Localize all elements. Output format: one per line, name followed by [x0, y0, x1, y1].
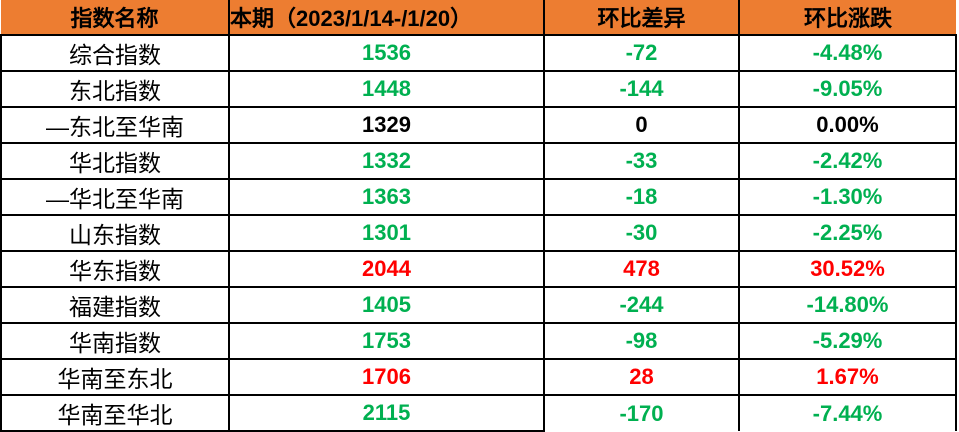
index-name-cell: 东北指数 [0, 70, 230, 108]
current-value-cell: 1301 [228, 214, 545, 252]
table-row: 华东指数 2044 478 30.52% [0, 250, 957, 288]
pct-value-cell: -2.42% [738, 142, 957, 180]
index-name-cell: 华南指数 [0, 322, 230, 360]
index-name-cell: 华南至华北 [0, 394, 230, 432]
pct-value-cell: -9.05% [738, 70, 957, 108]
table-row: 山东指数 1301 -30 -2.25% [0, 214, 957, 252]
current-value-cell: 1448 [228, 70, 545, 108]
pct-value-cell: -4.48% [738, 34, 957, 72]
diff-value-cell: -144 [543, 70, 740, 108]
index-name-cell: 华南至东北 [0, 358, 230, 396]
table-row: 华北指数 1332 -33 -2.42% [0, 142, 957, 180]
current-value-cell: 2115 [228, 394, 545, 432]
index-name-cell: 山东指数 [0, 214, 230, 252]
index-name-cell: 福建指数 [0, 286, 230, 324]
table-row: 华南指数 1753 -98 -5.29% [0, 322, 957, 360]
pct-value-cell: 0.00% [738, 106, 957, 144]
table-row: 综合指数 1536 -72 -4.48% [0, 34, 957, 72]
current-value-cell: 1706 [228, 358, 545, 396]
index-name-cell: 综合指数 [0, 34, 230, 72]
pct-value-cell: -1.30% [738, 178, 957, 216]
pct-value-cell: 30.52% [738, 250, 957, 288]
diff-value-cell: -72 [543, 34, 740, 72]
index-name-cell: 华东指数 [0, 250, 230, 288]
current-value-cell: 1332 [228, 142, 545, 180]
current-value-cell: 1753 [228, 322, 545, 360]
table-row: 华南至东北 1706 28 1.67% [0, 358, 957, 396]
index-name-cell: —东北至华南 [0, 106, 230, 144]
diff-value-cell: -18 [543, 178, 740, 216]
header-current-period: 本期（2023/1/14-/1/20） [228, 0, 545, 36]
diff-value-cell: 0 [543, 106, 740, 144]
pct-value-cell: -5.29% [738, 322, 957, 360]
current-value-cell: 1536 [228, 34, 545, 72]
table-row: —东北至华南 1329 0 0.00% [0, 106, 957, 144]
table-row: —华北至华南 1363 -18 -1.30% [0, 178, 957, 216]
table-row: 东北指数 1448 -144 -9.05% [0, 70, 957, 108]
header-row: 指数名称 本期（2023/1/14-/1/20） 环比差异 环比涨跌 [1, 0, 956, 36]
current-value-cell: 1329 [228, 106, 545, 144]
diff-value-cell: -170 [543, 394, 740, 431]
index-name-cell: 华北指数 [0, 142, 230, 180]
pct-value-cell: -2.25% [738, 214, 957, 252]
diff-value-cell: 478 [543, 250, 740, 288]
index-name-cell: —华北至华南 [0, 178, 230, 216]
diff-value-cell: -33 [543, 142, 740, 180]
current-value-cell: 1405 [228, 286, 545, 324]
current-value-cell: 2044 [228, 250, 545, 288]
header-wow-change: 环比涨跌 [738, 0, 956, 36]
diff-value-cell: -244 [543, 286, 740, 324]
table-row: 华南至华北 2115 -170 -7.44% [0, 394, 957, 432]
pct-value-cell: 1.67% [738, 358, 957, 396]
diff-value-cell: -30 [543, 214, 740, 252]
pct-value-cell: -14.80% [738, 286, 957, 324]
header-wow-diff: 环比差异 [543, 0, 740, 36]
current-value-cell: 1363 [228, 178, 545, 216]
table-row: 福建指数 1405 -244 -14.80% [0, 286, 957, 324]
diff-value-cell: -98 [543, 322, 740, 360]
pct-value-cell: -7.44% [738, 394, 957, 431]
diff-value-cell: 28 [543, 358, 740, 396]
header-index-name: 指数名称 [1, 0, 230, 36]
